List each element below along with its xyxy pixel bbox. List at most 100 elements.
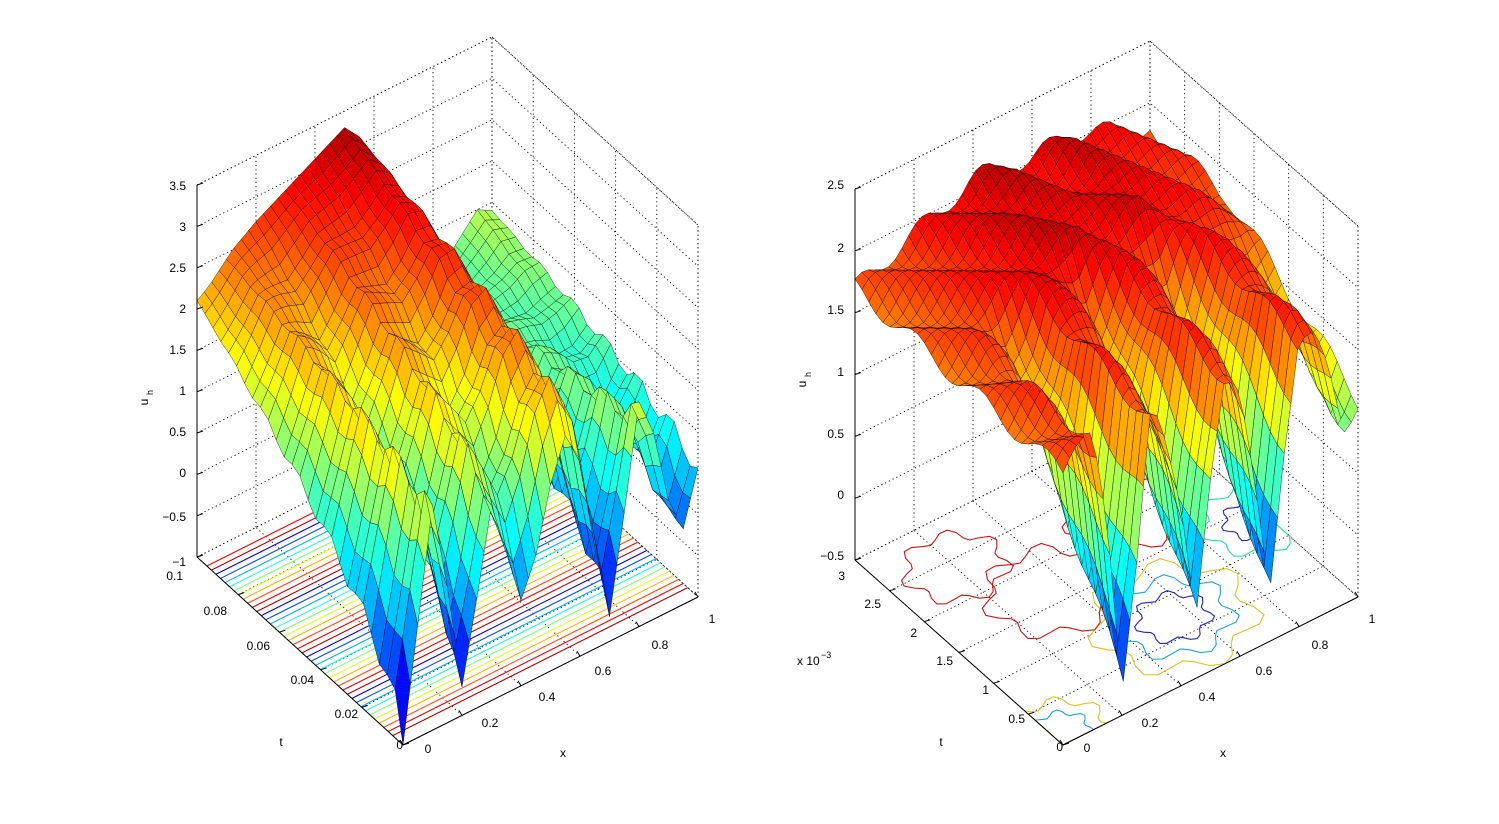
t-tick [279,629,286,633]
z-tick-label: 2 [837,241,844,255]
t-tick [238,592,245,596]
z-tick [854,248,862,252]
t-tick [196,554,204,558]
t-axis-exponent-power: −3 [821,650,831,660]
grid-line [196,77,699,267]
z-tick [196,513,204,517]
z-tick [196,182,204,186]
surface-facet [682,465,699,499]
x-tick [576,650,581,657]
contour-line [378,574,675,724]
z-tick-label: 0.5 [169,425,186,439]
t-tick-label: 2.5 [864,597,881,611]
z-tick-labels: −0.5 0 0.5 1 1.5 2 2.5 [820,178,844,563]
z-tick [854,310,862,314]
x-tick-labels: 0 0.2 0.4 0.6 0.8 1 [425,612,716,756]
x-tick-label: 0.2 [482,716,499,730]
t-tick-label: 0.04 [291,673,315,687]
contour-line [1087,558,1265,676]
x-tick-label: 0.2 [1142,716,1159,730]
x-axis-line [402,596,699,746]
grid-line [491,36,699,226]
t-tick-label: 3 [838,569,845,583]
grid-line [993,534,1289,684]
z-tick-label: 1 [837,365,844,379]
t-tick [402,742,410,746]
x-tick-label: 0.8 [652,638,669,652]
z-tick-label: −0.5 [820,549,844,563]
grid-line [1028,565,1324,715]
z-tick-label: 1.5 [169,343,186,357]
t-axis-exponent: x 10 −3 [797,650,831,668]
z-tick-label: 2.5 [827,178,844,192]
z-tick [196,389,204,393]
contour-line [387,582,684,732]
grid-line [196,36,699,226]
z-tick [196,265,204,269]
contour-line [383,578,679,728]
t-axis-line [196,556,404,746]
z-tick-label: 0.5 [827,427,844,441]
axes-lines [196,182,699,746]
surface-plot-left: −1 −0.5 0 0.5 1 1.5 2 2.5 3 3.5 0 0.02 0… [137,36,716,760]
x-tick-label: 1 [709,612,716,626]
x-tick [399,739,404,746]
t-tick-label: 1.5 [936,654,953,668]
x-tick [1236,650,1241,657]
z-axis-label: u h [795,372,813,387]
z-tick [196,471,204,475]
x-axis-label: x [560,746,566,760]
contour-line [374,570,670,720]
t-tick [361,704,368,708]
t-tick-label: 0.1 [166,569,183,583]
z-tick-label: 3 [179,220,186,234]
t-tick-label: 0.5 [1008,712,1025,726]
t-tick [958,650,966,653]
z-axis-label-subscript: h [803,372,813,377]
t-tick-label: 2 [910,626,917,640]
x-tick [1059,739,1064,746]
z-tick-label: −1 [172,555,186,569]
x-tick [694,591,699,598]
x-tick [1177,680,1182,687]
x-axis-line [1062,596,1359,746]
z-tick-label: 2.5 [169,261,186,275]
x-tick [1118,710,1123,716]
x-tick [635,621,640,627]
t-tick-label: 0.02 [335,707,359,721]
x-tick-label: 0.4 [539,690,556,704]
z-tick-labels: −1 −0.5 0 0.5 1 1.5 2 2.5 3 3.5 [162,179,186,569]
t-tick-label: 0.06 [247,639,271,653]
grid-line [854,102,1359,289]
grid-line [1149,40,1359,227]
z-tick-label: −0.5 [162,510,186,524]
z-tick-label: 0 [179,466,186,480]
t-tick-label: 0.08 [204,604,228,618]
z-axis-label-main: u [137,399,151,406]
contour-line [392,587,688,737]
grid-line [972,500,1182,687]
grid-line [958,504,1255,653]
z-tick [854,186,862,190]
t-tick [854,557,862,561]
grid-line [854,287,1359,474]
grid-line [854,349,1359,536]
grid-line [255,527,463,716]
z-tick [196,223,204,227]
t-tick [1028,711,1035,715]
x-tick-label: 1 [1369,612,1376,626]
x-tick-label: 0 [425,742,432,756]
x-tick-label: 0.6 [1256,664,1273,678]
x-tick-labels: 0 0.2 0.4 0.6 0.8 1 [1084,612,1376,755]
t-axis-label: t [939,735,943,749]
t-tick [1062,742,1070,746]
t-tick-label: 0 [396,738,403,752]
contour-line [1133,590,1216,645]
z-tick-label: 0 [837,488,844,502]
t-tick [320,667,327,671]
z-tick [854,433,862,437]
z-tick-label: 1.5 [827,303,844,317]
t-tick-labels: 0 0.02 0.04 0.06 0.08 0.1 [166,569,403,752]
x-tick-label: 0.8 [1312,638,1329,652]
